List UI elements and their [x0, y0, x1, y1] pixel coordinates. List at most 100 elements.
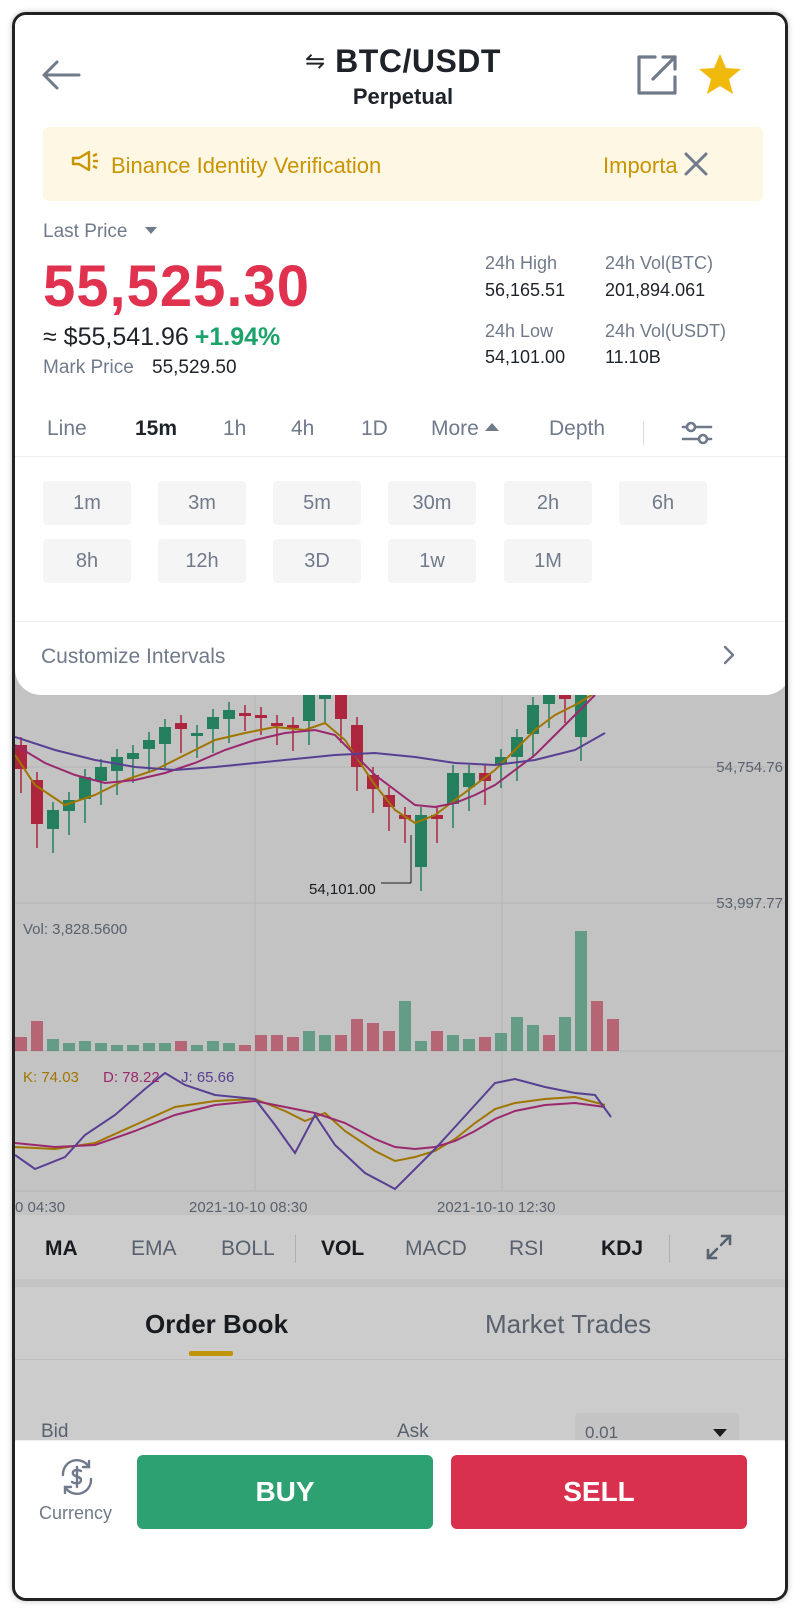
indicator-ma[interactable]: MA: [45, 1237, 78, 1260]
volume-bar: [207, 1041, 219, 1051]
candle: [191, 733, 203, 736]
volume-bar: [15, 1037, 27, 1051]
interval-chip[interactable]: 1w: [388, 539, 476, 583]
volume-bar: [399, 1001, 411, 1051]
notice-banner[interactable]: Binance Identity Verification Importa: [43, 127, 763, 201]
change-percent: +1.94%: [194, 323, 281, 351]
volume-bar: [159, 1043, 171, 1051]
active-tab-indicator: [189, 1351, 233, 1356]
interval-chip[interactable]: 12h: [158, 539, 246, 583]
contract-type: Perpetual: [352, 84, 454, 109]
backdrop-overlay[interactable]: [15, 655, 785, 1440]
volume-bar: [463, 1039, 475, 1051]
volume-bar: [255, 1035, 267, 1051]
candle: [271, 723, 283, 726]
time-axis-label: 0 04:30: [15, 1199, 66, 1216]
pair-title[interactable]: ⇋ BTC/USDT Perpetual: [15, 43, 785, 110]
fullscreen-icon[interactable]: [703, 1231, 735, 1263]
stat-vol-btc-label: 24h Vol(BTC): [605, 253, 714, 273]
chevron-right-icon[interactable]: [717, 643, 741, 667]
tab-depth[interactable]: Depth: [549, 417, 606, 440]
indicator-ema[interactable]: EMA: [131, 1237, 177, 1260]
bid-header: Bid: [41, 1421, 69, 1442]
tab-line[interactable]: Line: [47, 417, 87, 440]
candle: [223, 710, 235, 719]
candle: [255, 715, 267, 718]
tab-1d[interactable]: 1D: [361, 417, 388, 440]
close-icon[interactable]: [679, 147, 713, 181]
volume-bar: [191, 1045, 203, 1051]
volume-bar: [415, 1041, 427, 1051]
volume-bar: [79, 1041, 91, 1051]
settings-sliders-icon[interactable]: [679, 415, 715, 451]
volume-bar: [527, 1025, 539, 1051]
volume-label: Vol: 3,828.5600: [23, 921, 128, 938]
candle: [287, 725, 299, 728]
kline-chart[interactable]: 54,754.76 53,997.77: [15, 655, 785, 1215]
candle: [495, 757, 507, 764]
interval-chip[interactable]: 5m: [273, 481, 361, 525]
kdj-j-label: J: 65.66: [181, 1069, 235, 1086]
volume-bar: [111, 1045, 123, 1051]
interval-chip[interactable]: 6h: [619, 481, 707, 525]
stat-high-value: 56,165.51: [485, 280, 566, 300]
kdj-d-label: D: 78.22: [103, 1069, 160, 1086]
candle: [95, 767, 107, 781]
tab-order-book[interactable]: Order Book: [145, 1309, 289, 1339]
customize-intervals[interactable]: Customize Intervals: [41, 645, 226, 668]
sell-button[interactable]: SELL: [451, 1455, 747, 1529]
last-price-selector[interactable]: Last Price: [43, 221, 128, 242]
chart-canvas: [15, 687, 785, 1192]
interval-chip[interactable]: 1m: [43, 481, 131, 525]
volume-bar: [319, 1035, 331, 1051]
tab-1h[interactable]: 1h: [223, 417, 247, 440]
indicator-kdj[interactable]: KDJ: [601, 1237, 644, 1260]
volume-bar: [271, 1035, 283, 1051]
time-axis-label: 2021-10-10 12:30: [437, 1199, 556, 1216]
favorite-star-icon[interactable]: [697, 51, 743, 97]
mark-price-value: 55,529.50: [152, 357, 237, 378]
volume-bar: [335, 1035, 347, 1051]
interval-chip[interactable]: 8h: [43, 539, 131, 583]
tab-4h[interactable]: 4h: [291, 417, 315, 440]
kdj-k-label: K: 74.03: [23, 1069, 79, 1086]
interval-chip[interactable]: 3D: [273, 539, 361, 583]
currency-label[interactable]: Currency: [39, 1503, 113, 1523]
currency-icon[interactable]: [57, 1457, 97, 1497]
candle: [415, 815, 427, 867]
volume-bar: [175, 1041, 187, 1051]
indicator-boll[interactable]: BOLL: [221, 1237, 275, 1260]
volume-bar: [95, 1043, 107, 1051]
volume-bar: [287, 1037, 299, 1051]
indicator-rsi[interactable]: RSI: [509, 1237, 545, 1260]
volume-bar: [47, 1039, 59, 1051]
volume-bar: [591, 1001, 603, 1051]
volume-bar: [543, 1035, 555, 1051]
volume-bar: [143, 1043, 155, 1051]
volume-bar: [431, 1031, 443, 1051]
indicator-tabs: MA EMA BOLL VOL MACD RSI KDJ: [15, 1215, 785, 1279]
indicator-vol[interactable]: VOL: [321, 1237, 365, 1260]
volume-bar: [447, 1035, 459, 1051]
tab-market-trades[interactable]: Market Trades: [485, 1309, 652, 1339]
interval-chip[interactable]: 30m: [388, 481, 476, 525]
divider: [295, 1235, 296, 1263]
tab-more[interactable]: More: [431, 417, 499, 441]
share-icon[interactable]: [635, 53, 679, 97]
back-arrow-icon[interactable]: [39, 53, 83, 97]
candle: [447, 773, 459, 804]
volume-bar: [479, 1037, 491, 1051]
price-axis-label: 53,997.77: [716, 895, 783, 912]
interval-chip[interactable]: 2h: [504, 481, 592, 525]
divider: [15, 456, 785, 457]
interval-chip[interactable]: 3m: [158, 481, 246, 525]
volume-bar: [303, 1031, 315, 1051]
candle: [351, 725, 363, 767]
stat-vol-usdt-value: 11.10B: [605, 347, 661, 367]
interval-chip[interactable]: 1M: [504, 539, 592, 583]
mark-price-label: Mark Price: [43, 357, 134, 378]
indicator-macd[interactable]: MACD: [405, 1237, 467, 1260]
buy-button[interactable]: BUY: [137, 1455, 433, 1529]
orderbook-tabs: Order Book Market Trades: [15, 1287, 785, 1361]
tab-15m[interactable]: 15m: [135, 417, 178, 440]
